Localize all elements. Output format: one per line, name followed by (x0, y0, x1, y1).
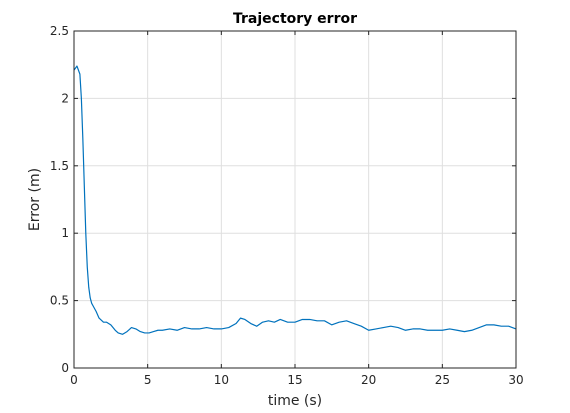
x-tick-label: 0 (70, 373, 78, 387)
y-tick-label: 2.5 (50, 24, 69, 38)
x-tick-label: 10 (214, 373, 229, 387)
y-axis-label: Error (m) (27, 168, 43, 231)
grid (74, 31, 516, 368)
y-tick-label: 0 (61, 361, 69, 375)
y-tick-label: 0.5 (50, 294, 69, 308)
x-axis-label: time (s) (268, 393, 322, 409)
y-tick-label: 1 (61, 226, 69, 240)
error-series-line (73, 65, 517, 335)
x-tick-label: 5 (144, 373, 152, 387)
y-tick-label: 1.5 (50, 159, 69, 173)
x-tick-label: 25 (435, 373, 450, 387)
chart-title: Trajectory error (233, 11, 357, 27)
x-tick-label: 20 (361, 373, 376, 387)
x-tick-label: 30 (508, 373, 523, 387)
y-tick-label: 2 (61, 91, 69, 105)
ticks: 0 5 10 15 20 25 30 0 0.5 1 1.5 2 2.5 (50, 24, 524, 387)
x-tick-label: 15 (287, 373, 302, 387)
